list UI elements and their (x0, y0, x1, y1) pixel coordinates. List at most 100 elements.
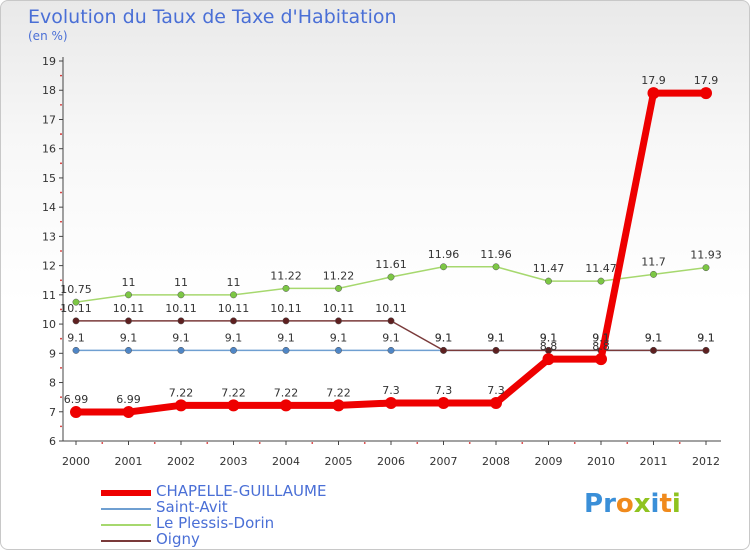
logo-letter: x (633, 489, 651, 519)
x-minor-tick (678, 442, 681, 444)
data-point (282, 317, 290, 325)
data-point (387, 317, 395, 325)
y-minor-tick (60, 367, 62, 369)
logo-letter: r (603, 489, 616, 519)
x-tick-label: 2006 (377, 455, 405, 468)
data-point (230, 317, 237, 325)
data-label: 10.11 (60, 302, 92, 315)
data-label: 11.96 (480, 248, 512, 261)
data-point (70, 406, 82, 419)
data-label: 9.1 (487, 331, 505, 344)
legend-swatch (101, 524, 151, 526)
data-label: 7.3 (435, 384, 453, 397)
y-minor-tick (60, 191, 62, 194)
data-label: 10.11 (113, 302, 145, 315)
data-label: 17.9 (694, 74, 719, 87)
data-point (387, 346, 395, 354)
x-minor-tick (258, 442, 261, 444)
data-label: 9.1 (487, 331, 505, 344)
chart-unit-label: (en %) (28, 29, 68, 43)
data-label: 11.22 (323, 269, 355, 282)
data-label: 9.1 (67, 331, 85, 344)
data-point (387, 273, 395, 281)
data-label: 7.22 (274, 386, 299, 399)
y-tick-label: 18 (42, 84, 56, 97)
data-label: 9.1 (172, 331, 190, 344)
logo-letter: P (584, 489, 604, 519)
data-label: 9.1 (330, 331, 348, 344)
data-point (125, 346, 132, 354)
data-label: 9.1 (435, 331, 453, 344)
data-label: 11.47 (533, 262, 565, 275)
data-point (437, 397, 450, 409)
y-tick-label: 7 (49, 406, 56, 419)
data-point (122, 406, 135, 419)
data-label: 10.11 (165, 302, 197, 315)
y-tick-label: 16 (42, 143, 56, 156)
x-tick-label: 2007 (430, 455, 458, 468)
y-minor-tick (60, 220, 62, 223)
x-minor-tick (416, 442, 419, 444)
data-label: 10.11 (375, 302, 407, 315)
data-label: 9.1 (645, 331, 663, 344)
data-label: 7.22 (169, 386, 194, 399)
data-label: 9.1 (435, 331, 453, 344)
y-tick-label: 6 (49, 435, 56, 448)
data-label: 9.1 (540, 331, 558, 344)
legend-swatch (101, 490, 151, 496)
x-minor-tick (206, 442, 209, 444)
data-point (72, 298, 80, 306)
data-point (125, 291, 132, 299)
x-minor-tick (468, 442, 471, 444)
data-label: 11.61 (375, 258, 407, 271)
data-label: 9.1 (120, 331, 138, 344)
x-tick-label: 2012 (692, 455, 720, 468)
logo-letter: i (650, 489, 660, 519)
data-point (650, 270, 657, 278)
x-tick-label: 2010 (587, 455, 615, 468)
y-minor-tick (60, 396, 62, 399)
data-point (440, 263, 447, 271)
x-minor-tick (521, 442, 524, 444)
data-point (72, 317, 80, 325)
y-tick-label: 13 (42, 230, 56, 243)
legend-swatch (101, 508, 151, 510)
data-label: 7.22 (221, 386, 246, 399)
data-point (177, 346, 185, 354)
data-point (230, 291, 237, 299)
x-minor-tick (311, 442, 314, 444)
data-point (335, 284, 342, 292)
data-point (490, 397, 502, 409)
data-point (175, 399, 187, 412)
x-tick-label: 2000 (62, 455, 90, 468)
data-label: 9.1 (225, 331, 243, 344)
data-point (125, 317, 132, 325)
x-tick-label: 2011 (640, 455, 668, 468)
data-label: 7.3 (487, 384, 505, 397)
data-point (227, 399, 240, 412)
data-label: 9.1 (540, 331, 558, 344)
data-label: 9.1 (382, 331, 400, 344)
data-label: 9.1 (645, 331, 663, 344)
y-tick-label: 9 (49, 347, 56, 360)
y-minor-tick (60, 74, 62, 77)
legend-label: CHAPELLE-GUILLAUME (156, 482, 327, 500)
legend-swatch (101, 540, 151, 542)
y-tick-label: 10 (42, 318, 56, 331)
data-point (702, 346, 710, 354)
y-minor-tick (60, 279, 62, 282)
data-label: 8.8 (540, 340, 558, 353)
y-tick-label: 8 (49, 377, 56, 390)
data-point (597, 277, 605, 285)
x-tick-label: 2005 (325, 455, 353, 468)
data-label: 8.8 (592, 340, 610, 353)
data-label: 6.99 (64, 393, 89, 406)
y-tick-label: 11 (42, 289, 56, 302)
x-tick-label: 2008 (482, 455, 510, 468)
logo-letter: t (659, 489, 672, 519)
y-minor-tick (60, 425, 62, 428)
data-label: 11 (227, 276, 241, 289)
data-label: 11 (122, 276, 136, 289)
data-point (492, 263, 500, 271)
data-point (385, 397, 397, 409)
